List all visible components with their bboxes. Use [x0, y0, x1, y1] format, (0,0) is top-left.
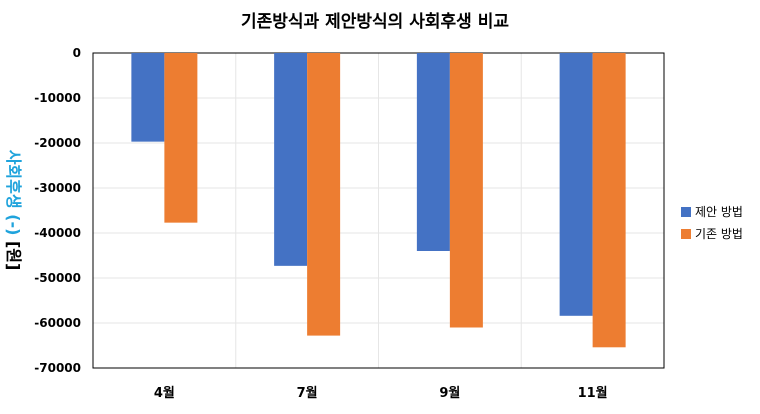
legend-label: 기존 방법	[695, 227, 743, 241]
y-tick-label: -50000	[34, 271, 81, 285]
y-tick-label: -70000	[34, 361, 81, 375]
bar	[131, 53, 165, 142]
x-category-label: 9월	[439, 385, 460, 401]
y-tick-label: 0	[73, 46, 81, 60]
bars	[131, 53, 626, 348]
legend-swatch	[681, 207, 691, 217]
y-axis-label-unit: [원]	[4, 235, 23, 270]
x-category-label: 4월	[154, 385, 175, 401]
y-tick-label: -60000	[34, 316, 81, 330]
y-tick-label: -10000	[34, 91, 81, 105]
bar	[559, 53, 593, 316]
y-tick-label: -20000	[34, 136, 81, 150]
y-axis-label: 사회후생 (-) [원]	[4, 150, 23, 271]
y-tick-label: -30000	[34, 181, 81, 195]
bar	[274, 53, 308, 266]
bar	[592, 53, 626, 348]
chart-title: 기존방식과 제안방식의 사회후생 비교	[241, 11, 509, 32]
plot-frame	[92, 52, 665, 369]
legend-swatch	[681, 229, 691, 239]
bar	[449, 53, 483, 328]
bar	[307, 53, 341, 336]
x-category-labels: 4월 7월 9월 11월	[154, 385, 608, 401]
bar	[416, 53, 450, 251]
legend-label: 제안 방법	[695, 205, 743, 219]
y-axis-label-main: 사회후생 (-)	[4, 150, 23, 236]
y-tick-label: -40000	[34, 226, 81, 240]
x-category-label: 11월	[578, 385, 608, 401]
x-category-label: 7월	[297, 385, 318, 401]
bar	[164, 53, 198, 223]
y-tick-labels: 0 -10000 -20000 -30000 -40000 -50000 -60000 -70…	[34, 46, 81, 375]
